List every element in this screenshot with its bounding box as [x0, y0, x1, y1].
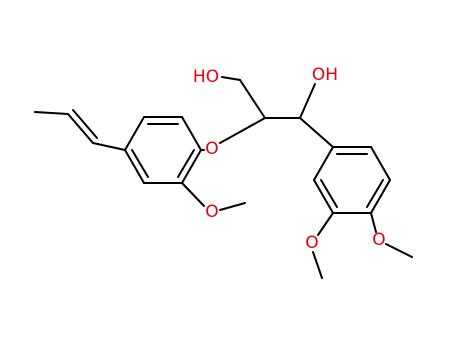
- bond: [34, 111, 69, 115]
- atom-label: HO: [193, 67, 219, 87]
- bond: [219, 202, 246, 211]
- bond: [313, 179, 334, 214]
- bond: [131, 149, 149, 178]
- bond: [370, 146, 391, 181]
- atom-label: O: [205, 139, 218, 159]
- atom-label: O: [372, 230, 385, 250]
- bond: [124, 116, 145, 151]
- bond: [313, 146, 334, 181]
- bond: [370, 179, 391, 214]
- bond: [177, 149, 195, 178]
- bond: [221, 76, 241, 81]
- atom-label: O: [205, 202, 218, 222]
- bond: [181, 116, 202, 151]
- bond: [366, 179, 384, 208]
- bond: [299, 83, 316, 119]
- bond: [320, 179, 338, 208]
- bond: [312, 251, 323, 279]
- atom-label: OH: [312, 65, 338, 85]
- bond: [299, 117, 334, 148]
- bond: [181, 149, 202, 184]
- bond: [239, 79, 266, 119]
- bonds: [34, 76, 413, 279]
- bond: [92, 142, 126, 151]
- bond: [124, 149, 145, 184]
- bond: [370, 212, 377, 233]
- bond: [385, 243, 413, 258]
- bond: [67, 113, 94, 144]
- atom-label: O: [305, 233, 318, 253]
- bond: [317, 212, 334, 236]
- bond: [72, 109, 98, 139]
- bond: [181, 182, 205, 207]
- bond: [219, 117, 266, 144]
